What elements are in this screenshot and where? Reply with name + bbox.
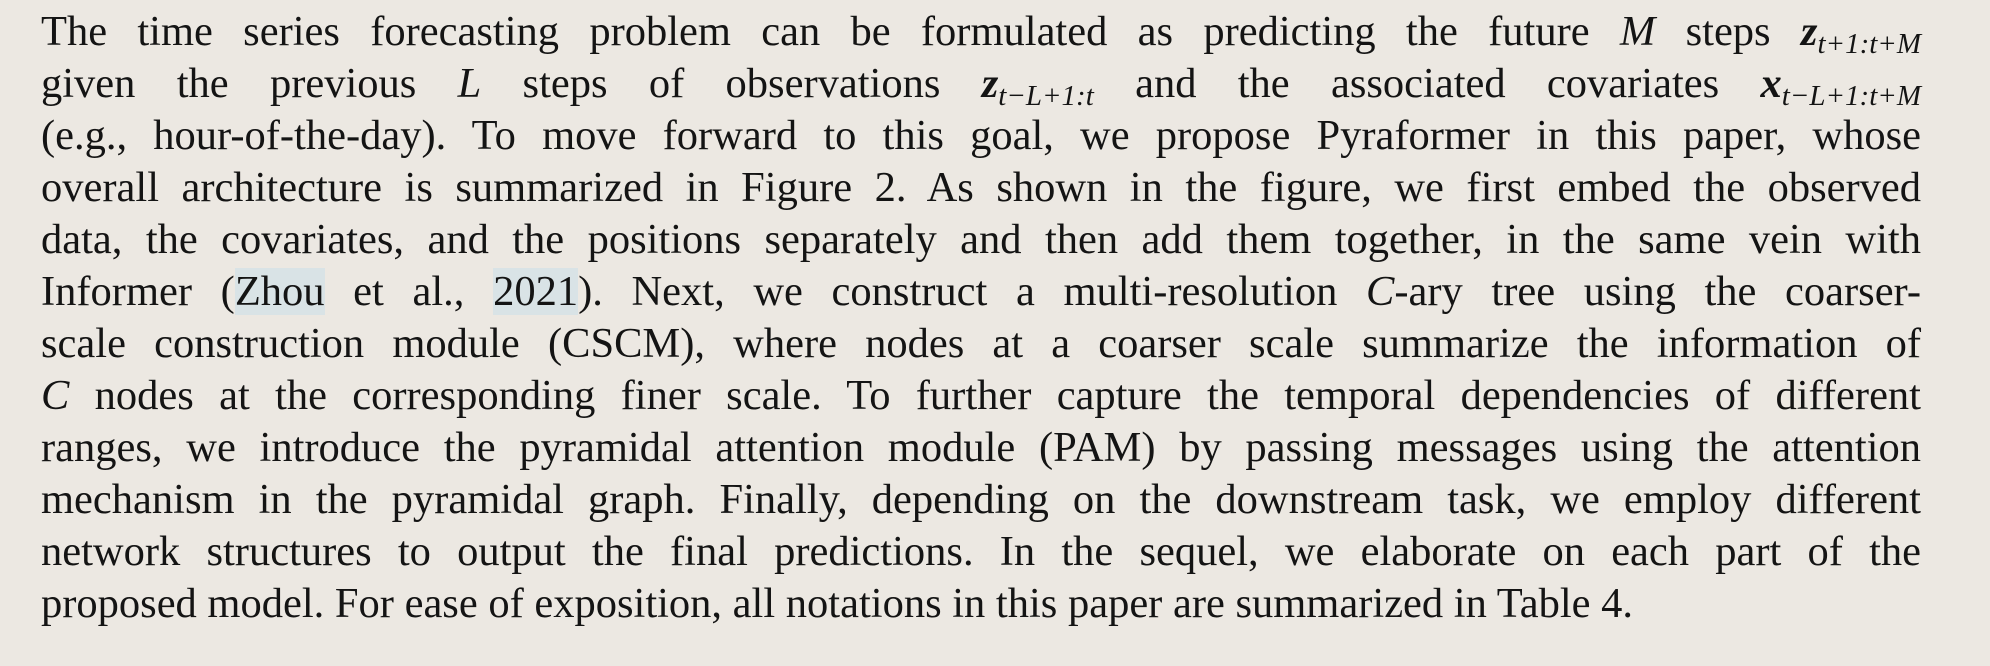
text-run: steps	[1655, 8, 1801, 55]
text-run: -ary tree using the coarser-	[1394, 268, 1922, 315]
text-run: nodes at the corresponding finer scale. …	[69, 372, 1921, 419]
text-run: ). Next, we construct a multi-resolution	[578, 268, 1366, 315]
paragraph-line-3: (e.g., hour-of-the-day). To move forward…	[41, 110, 1921, 162]
text-run: Informer (	[41, 268, 235, 315]
paragraph-line-11: network structures to output the final p…	[41, 526, 1921, 578]
text-run: (e.g., hour-of-the-day). To move forward…	[41, 112, 1921, 159]
math-subscript: t−L+1:t	[998, 80, 1094, 112]
math-vector: z	[981, 60, 999, 107]
paragraph-line-2: given the previous L steps of observatio…	[41, 58, 1921, 112]
math-symbol: C	[41, 372, 70, 419]
math-subscript: t+1:t+M	[1817, 28, 1922, 60]
text-run: data, the covariates, and the positions …	[41, 216, 1921, 263]
text-run: The time series forecasting problem can …	[41, 8, 1620, 55]
math-symbol: C	[1365, 268, 1395, 315]
text-run: proposed model. For ease of exposition, …	[41, 580, 1633, 627]
math-symbol: M	[1619, 8, 1656, 55]
text-run: steps of observations	[481, 60, 982, 107]
paragraph-line-9: ranges, we introduce the pyramidal atten…	[41, 422, 1921, 474]
math-symbol: L	[457, 60, 482, 107]
paragraph-line-4: overall architecture is summarized in Fi…	[41, 162, 1921, 214]
paragraph-line-10: mechanism in the pyramidal graph. Finall…	[41, 474, 1921, 526]
paragraph-line-12: proposed model. For ease of exposition, …	[41, 578, 1921, 630]
text-run: network structures to output the final p…	[41, 528, 1921, 575]
math-vector: z	[1800, 8, 1818, 55]
math-subscript: t−L+1:t+M	[1781, 80, 1921, 112]
text-run: overall architecture is summarized in Fi…	[41, 164, 1921, 211]
math-vector: x	[1760, 60, 1782, 107]
citation-link-author[interactable]: Zhou	[234, 268, 325, 315]
paragraph-line-6: Informer (Zhou et al., 2021). Next, we c…	[41, 266, 1921, 318]
text-run: mechanism in the pyramidal graph. Finall…	[41, 476, 1921, 523]
paragraph-line-7: scale construction module (CSCM), where …	[41, 318, 1921, 370]
paragraph-line-1: The time series forecasting problem can …	[41, 6, 1922, 60]
text-run: given the previous	[41, 60, 458, 107]
text-run: and the associated covariates	[1093, 60, 1761, 107]
paragraph-line-5: data, the covariates, and the positions …	[41, 214, 1921, 266]
text-run: ranges, we introduce the pyramidal atten…	[41, 424, 1921, 471]
text-run: scale construction module (CSCM), where …	[41, 320, 1921, 367]
body-paragraph: The time series forecasting problem can …	[41, 6, 1921, 630]
paragraph-line-8: C nodes at the corresponding finer scale…	[41, 370, 1921, 422]
citation-link-year[interactable]: 2021	[493, 268, 579, 315]
text-run: et al.,	[324, 268, 494, 315]
